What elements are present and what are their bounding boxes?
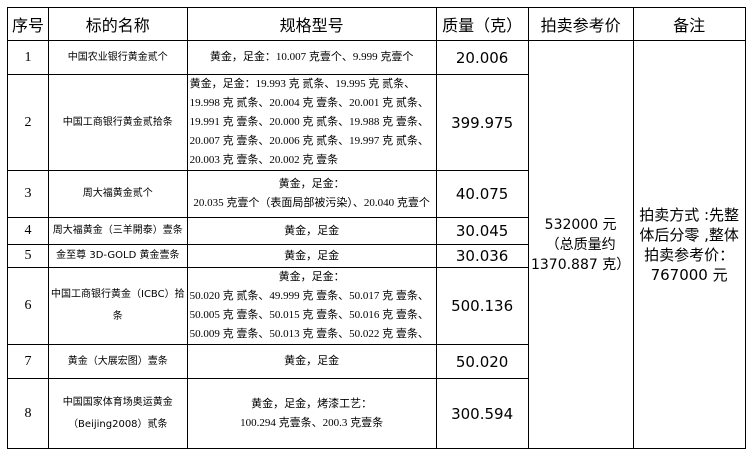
- cell-line: 周大福黄金贰个: [82, 188, 153, 199]
- item-spec: 黄金，足金：10.007 克壹个、9.999 克壹个: [186, 40, 437, 75]
- cell-line: 黄金，足金: [284, 249, 340, 262]
- item-spec: 黄金，足金: [186, 344, 437, 379]
- item-name: 金至尊 3D-GOLD 黄金壹条: [48, 244, 188, 268]
- item-name: 周大福黄金（三羊開泰）壹条: [48, 217, 188, 245]
- auction-items-table: 序号 标的名称 规格型号 质量（克） 拍卖参考价 备注 1 中国农业银行黄金贰个黄…: [7, 7, 746, 449]
- header-mass: 质量（克）: [435, 7, 529, 41]
- cell-line: 19.998 克 贰条、20.004 克 壹条、20.001 克 贰条、: [189, 97, 429, 109]
- header-name: 标的名称: [48, 7, 188, 41]
- row-number: 4: [7, 217, 49, 245]
- cell-line: 拍卖方式 :先整: [639, 205, 740, 224]
- item-mass: 399.975: [435, 74, 529, 171]
- cell-line: 19.991 克 壹条、20.000 克 贰条、19.988 克 壹条、: [189, 116, 429, 128]
- cell-line: 周大福黄金（三羊開泰）壹条: [52, 225, 183, 236]
- cell-line: 黄金，足金，烤漆工艺：: [251, 397, 373, 410]
- cell-line: 条: [112, 311, 123, 322]
- table-row: 5 金至尊 3D-GOLD 黄金壹条 黄金，足金 30.036: [7, 244, 746, 268]
- cell-line: 50.005 克 壹条、50.015 克 壹条、50.016 克 壹条、: [189, 309, 429, 321]
- item-mass: 500.136: [435, 267, 529, 345]
- row-number: 7: [7, 344, 49, 379]
- cell-line: 100.294 克壹条、200.3 克壹条: [240, 416, 384, 429]
- table-row: 8 中国国家体育场奥运黄金 （Beijing2008）贰条 黄金，足金，烤漆工艺： 10…: [7, 378, 746, 449]
- cell-line: 中国国家体育场奥运黄金: [62, 396, 173, 408]
- cell-line: 黄金，足金：10.007 克壹个、9.999 克壹个: [209, 51, 414, 63]
- reference-price: 532000 元 （总质量约 1370.887 克）: [527, 40, 634, 449]
- cell-line: 黄金，足金：: [278, 178, 345, 190]
- row-number: 3: [7, 170, 49, 218]
- item-spec: 黄金，足金：19.993 克 贰条、19.995 克 贰条、 19.998 克 贰…: [186, 74, 437, 171]
- table-row: 7 黄金（大展宏图）壹条 黄金，足金 50.020: [7, 344, 746, 379]
- table-row: 1 中国农业银行黄金贰个 黄金，足金：10.007 克壹个、9.999 克壹个 20.…: [7, 40, 746, 449]
- item-mass: 30.045: [435, 217, 529, 245]
- cell-line: 体后分零 ,整体: [639, 225, 739, 244]
- cell-line: 黄金，足金: [284, 355, 340, 367]
- table-header-row: 序号 标的名称 规格型号 质量（克） 拍卖参考价 备注: [7, 7, 746, 41]
- cell-line: 中国农业银行黄金贰个: [67, 51, 168, 63]
- row-number: 8: [7, 378, 49, 449]
- cell-line: 中国工商银行黄金贰拾条: [62, 116, 173, 128]
- header-price: 拍卖参考价: [527, 7, 634, 41]
- item-name: 中国工商银行黄金贰拾条: [48, 74, 188, 171]
- cell-line: （总质量约: [545, 236, 616, 253]
- item-mass: 50.020: [435, 344, 529, 379]
- cell-line: 50.009 克 壹条、50.013 克 壹条、50.022 克 壹条、: [189, 328, 429, 340]
- remarks: 拍卖方式 :先整 体后分零 ,整体 拍卖参考价： 767000 元: [632, 40, 746, 449]
- item-spec: 黄金，足金: [186, 217, 437, 245]
- item-spec: 黄金，足金: [186, 244, 437, 268]
- table-row: 6 中国工商银行黄金（ICBC）拾条 黄金，足金： 50.020 克 贰条、49.99…: [7, 267, 746, 345]
- row-number: 2: [7, 74, 49, 171]
- item-spec: 黄金，足金，烤漆工艺： 100.294 克壹条、200.3 克壹条: [186, 378, 437, 449]
- cell-line: 20.003 克 壹条、20.002 克 壹条: [189, 154, 339, 166]
- cell-line: 767000 元: [650, 265, 728, 284]
- cell-line: 20.035 克壹个（表面局部被污染）、20.040 克壹个: [193, 197, 430, 209]
- header-spec: 规格型号: [186, 7, 437, 41]
- item-mass: 20.006: [435, 40, 529, 75]
- item-name: 黄金（大展宏图）壹条: [48, 344, 188, 379]
- row-number: 6: [7, 267, 49, 345]
- item-name: 周大福黄金贰个: [48, 170, 188, 218]
- item-name: 中国农业银行黄金贰个: [48, 40, 188, 75]
- cell-line: 532000 元: [544, 216, 617, 233]
- header-no: 序号: [7, 7, 49, 41]
- item-name: 中国工商银行黄金（ICBC）拾条: [48, 267, 188, 345]
- item-name: 中国国家体育场奥运黄金 （Beijing2008）贰条: [48, 378, 188, 449]
- cell-line: （Beijing2008）贰条: [68, 418, 168, 430]
- cell-line: 金至尊 3D-GOLD 黄金壹条: [56, 250, 180, 261]
- cell-line: 50.020 克 贰条、49.999 克 壹条、50.017 克 壹条、: [189, 290, 429, 302]
- cell-line: 黄金（大展宏图）壹条: [67, 355, 168, 367]
- cell-line: 黄金，足金：19.993 克 贰条、19.995 克 贰条、: [189, 78, 416, 90]
- cell-line: 黄金，足金：: [278, 271, 345, 283]
- header-note: 备注: [632, 7, 746, 41]
- row-number: 1: [7, 40, 49, 75]
- item-mass: 30.036: [435, 244, 529, 268]
- table-row: 3 周大福黄金贰个 黄金，足金： 20.035 克壹个（表面局部被污染）、20.040…: [7, 170, 746, 218]
- cell-line: 1370.887 克）: [530, 256, 631, 273]
- table-row: 4 周大福黄金（三羊開泰）壹条 黄金，足金 30.045: [7, 217, 746, 245]
- row-number: 5: [7, 244, 49, 268]
- cell-line: 拍卖参考价：: [644, 245, 735, 264]
- item-mass: 40.075: [435, 170, 529, 218]
- item-spec: 黄金，足金： 50.020 克 贰条、49.999 克 壹条、50.017 克 壹…: [186, 267, 437, 345]
- cell-line: 20.007 克 壹条、20.006 克 贰条、19.997 克 贰条、: [189, 135, 429, 147]
- cell-line: 黄金，足金: [284, 224, 340, 237]
- cell-line: 中国工商银行黄金（ICBC）拾: [51, 289, 185, 300]
- item-mass: 300.594: [435, 378, 529, 449]
- item-spec: 黄金，足金： 20.035 克壹个（表面局部被污染）、20.040 克壹个: [186, 170, 437, 218]
